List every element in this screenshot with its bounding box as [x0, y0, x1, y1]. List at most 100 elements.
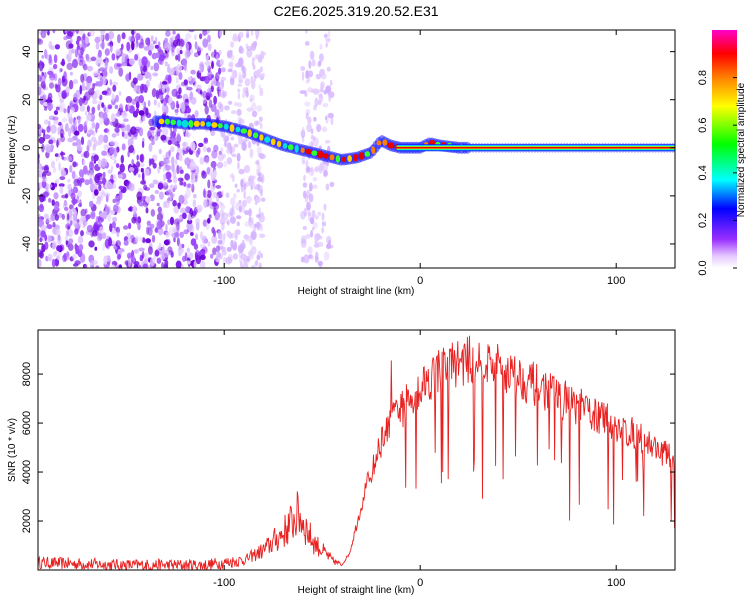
noise-point — [202, 38, 209, 48]
noise-point — [98, 58, 104, 65]
noise-point — [329, 181, 335, 188]
noise-point — [194, 41, 198, 50]
noise-point — [184, 49, 190, 59]
noise-point — [144, 252, 149, 261]
noise-point — [78, 60, 83, 66]
noise-point — [309, 50, 315, 60]
noise-point — [121, 43, 124, 50]
noise-point — [121, 61, 128, 67]
noise-point — [68, 238, 74, 245]
noise-point — [315, 251, 319, 260]
noise-point — [53, 120, 60, 125]
noise-point — [231, 153, 237, 158]
noise-point — [150, 65, 154, 71]
x-tick-label: 0 — [417, 577, 423, 589]
noise-point — [102, 171, 106, 179]
noise-point — [136, 161, 141, 168]
noise-point — [241, 204, 246, 213]
noise-point — [61, 117, 68, 123]
noise-point — [204, 75, 210, 84]
noise-point — [182, 141, 189, 151]
noise-point — [60, 68, 63, 72]
noise-point — [41, 176, 48, 183]
noise-point — [128, 183, 135, 192]
noise-point — [145, 238, 152, 244]
track-point — [300, 147, 305, 153]
noise-point — [72, 213, 77, 221]
noise-point — [254, 201, 258, 206]
noise-point — [207, 34, 211, 43]
noise-point — [220, 76, 226, 82]
noise-point — [117, 253, 121, 260]
noise-point — [85, 53, 89, 60]
noise-point — [170, 251, 174, 258]
spectrogram-ylabel: Frequency (Hz) — [7, 116, 18, 185]
noise-point — [115, 48, 121, 56]
noise-point — [138, 163, 145, 168]
noise-point — [42, 195, 47, 202]
noise-point — [304, 101, 311, 107]
noise-point — [66, 213, 70, 221]
noise-point — [96, 175, 103, 181]
noise-point — [307, 116, 312, 124]
noise-point — [110, 174, 114, 184]
noise-point — [235, 62, 240, 68]
noise-point — [142, 116, 146, 122]
noise-point — [186, 219, 193, 225]
noise-point — [250, 30, 254, 36]
noise-point — [219, 79, 224, 87]
noise-point — [143, 101, 147, 111]
noise-point — [134, 129, 140, 134]
noise-point — [167, 179, 173, 183]
noise-point — [79, 84, 83, 95]
noise-point — [79, 97, 83, 107]
noise-point — [163, 239, 170, 246]
noise-point — [101, 40, 105, 50]
noise-point — [219, 209, 225, 219]
noise-point — [185, 146, 191, 153]
noise-point — [54, 73, 58, 82]
noise-point — [110, 165, 114, 172]
noise-point — [152, 162, 157, 169]
noise-point — [238, 168, 245, 175]
noise-point — [133, 85, 138, 90]
noise-point — [99, 34, 104, 41]
noise-point — [95, 122, 100, 129]
noise-point — [161, 126, 169, 137]
noise-point — [228, 62, 234, 68]
noise-point — [237, 92, 241, 100]
noise-point — [238, 79, 243, 84]
noise-point — [128, 144, 135, 154]
noise-point — [170, 193, 175, 198]
noise-point — [38, 74, 42, 82]
noise-point — [320, 73, 327, 80]
noise-point — [232, 253, 238, 260]
noise-point — [55, 178, 60, 184]
noise-point — [256, 146, 262, 154]
noise-point — [126, 123, 130, 133]
y-tick-label: 6000 — [21, 411, 33, 435]
noise-point — [153, 62, 160, 72]
noise-point — [230, 110, 237, 115]
track-point — [164, 118, 170, 125]
noise-point — [56, 139, 59, 148]
noise-point — [184, 157, 191, 166]
noise-point — [199, 33, 203, 40]
snr-series — [38, 335, 675, 570]
noise-point — [178, 72, 183, 81]
noise-point — [248, 250, 253, 257]
noise-point — [108, 237, 112, 247]
noise-point — [238, 118, 245, 125]
noise-point — [244, 78, 251, 87]
noise-point — [64, 193, 69, 199]
noise-point — [125, 73, 131, 82]
noise-point — [253, 262, 257, 268]
noise-point — [303, 174, 306, 182]
noise-point — [130, 234, 135, 244]
noise-point — [111, 53, 116, 61]
noise-point — [258, 207, 262, 216]
noise-point — [39, 250, 44, 259]
noise-point — [187, 76, 192, 82]
noise-point — [248, 235, 252, 245]
noise-point — [175, 54, 179, 61]
